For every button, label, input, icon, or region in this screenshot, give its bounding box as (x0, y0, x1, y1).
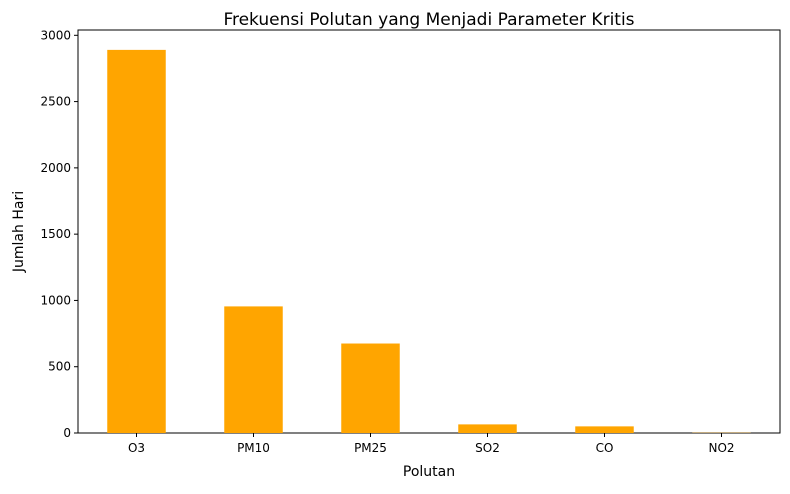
y-tick-label: 1500 (40, 227, 71, 241)
bar-co (575, 426, 634, 433)
x-tick-label: PM10 (237, 441, 270, 455)
bar-o3 (107, 50, 166, 433)
x-tick-label: O3 (128, 441, 145, 455)
y-tick-label: 2000 (40, 161, 71, 175)
x-tick-label: NO2 (708, 441, 734, 455)
y-axis-label: Jumlah Hari (11, 191, 27, 273)
y-tick-label: 2500 (40, 95, 71, 109)
chart-title: Frekuensi Polutan yang Menjadi Parameter… (223, 10, 634, 30)
y-tick-label: 1000 (40, 293, 71, 307)
x-tick-label: SO2 (475, 441, 500, 455)
bar-pm10 (224, 306, 283, 433)
x-tick-label: PM25 (354, 441, 387, 455)
bar-pm25 (341, 344, 400, 433)
y-tick-label: 500 (48, 360, 71, 374)
bars-layer (107, 50, 751, 433)
bar-so2 (458, 424, 517, 433)
plot-area-frame (78, 30, 780, 433)
y-tick-label: 0 (63, 426, 71, 440)
y-tick-label: 3000 (40, 28, 71, 42)
y-axis-ticks: 0 500 1000 1500 2000 2500 3000 (40, 28, 78, 440)
x-axis-ticks: O3 PM10 PM25 SO2 CO NO2 (128, 433, 735, 455)
x-axis-label: Polutan (403, 464, 455, 480)
x-tick-label: CO (596, 441, 614, 455)
